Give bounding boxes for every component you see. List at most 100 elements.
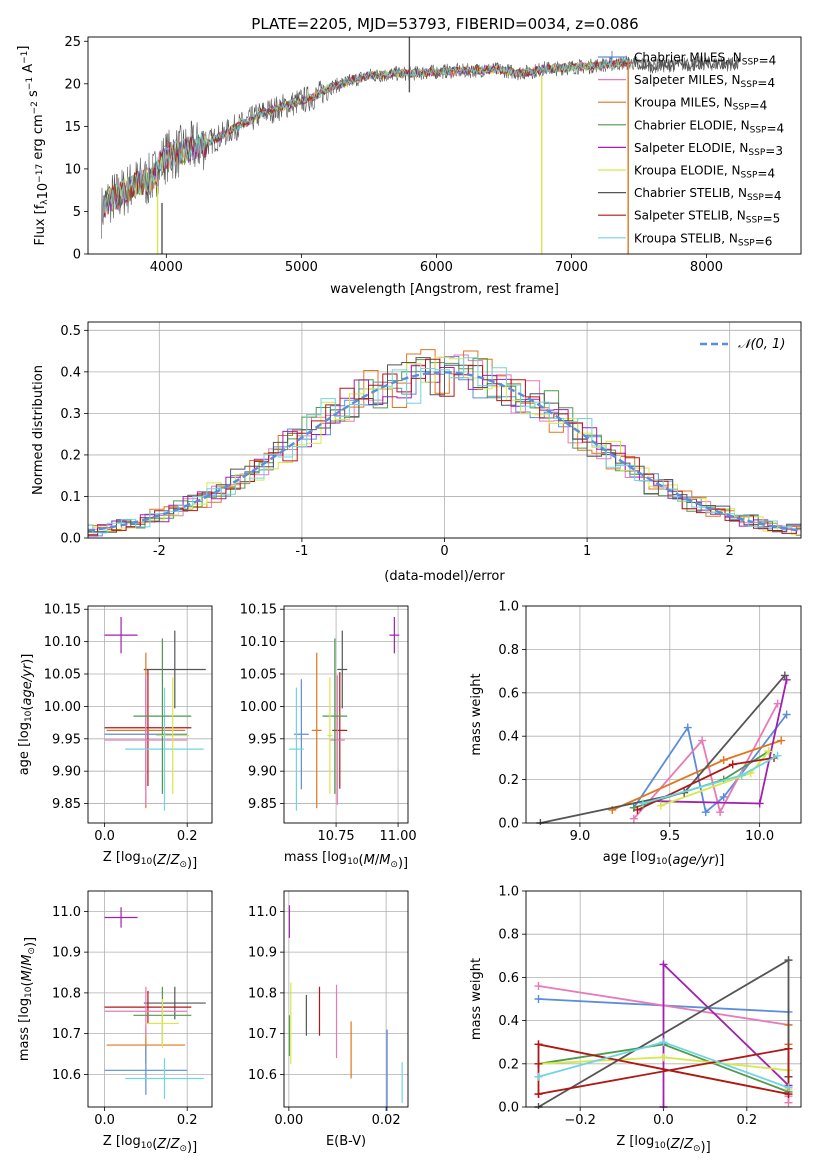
weight-marker xyxy=(656,801,665,810)
errorbar-point xyxy=(143,986,206,1020)
x-tick-label: 11.00 xyxy=(379,829,416,844)
x-tick-label: 6000 xyxy=(420,260,453,275)
label-part: / xyxy=(20,965,35,970)
weight-marker xyxy=(659,1038,668,1047)
y-tick-label: 0.2 xyxy=(498,773,519,788)
x-tick-label: 0.00 xyxy=(274,1113,303,1128)
errorbar-point xyxy=(104,907,138,928)
label-part: Z xyxy=(156,853,167,868)
label-part: λ xyxy=(40,199,50,205)
errorbar-point xyxy=(133,638,192,794)
label-part: SSP xyxy=(742,58,759,68)
label-part: =4 xyxy=(757,167,775,181)
x-tick-label: 10.0 xyxy=(745,829,774,844)
mass_vs_ebv-xlabel: E(B-V) xyxy=(326,1134,366,1149)
errorbar-point xyxy=(311,652,322,809)
label-part: A xyxy=(21,64,36,77)
label-part: Salpeter STELIB, N xyxy=(634,209,746,223)
x-tick-label: 8000 xyxy=(690,260,723,275)
errorbar-point xyxy=(389,617,400,654)
label-part: Z xyxy=(170,1137,181,1152)
y-tick-label: 9.85 xyxy=(248,797,277,812)
x-tick-label: 0.0 xyxy=(94,829,115,844)
spectrum-plot xyxy=(101,37,741,254)
weight-marker xyxy=(698,736,707,745)
label-part: Chabrier STELIB, N xyxy=(634,186,747,200)
weight_vs_Z-ylabel: mass weight xyxy=(469,958,484,1040)
weight-marker xyxy=(534,1090,543,1099)
y-tick-label: 9.85 xyxy=(52,797,81,812)
errorbar-point xyxy=(125,687,204,811)
age_vs_Z-axes: 0.0 0.2 9.85 9.90 9.95 10.00 10.05 10.10 10.15 Z … xyxy=(17,603,212,871)
mass_vs_Z-axes: 0.0 0.210.610.710.810.911.0Z [log10(Z/Z⊙)… xyxy=(17,891,212,1155)
y-tick-label: 10.05 xyxy=(240,668,277,683)
legend-entry: Salpeter ELODIE, NSSP=3 xyxy=(634,141,783,158)
y-tick-label: 0.0 xyxy=(60,532,81,547)
y-tick-label: 10.15 xyxy=(44,603,81,618)
weight-marker xyxy=(659,1053,668,1062)
label-part: ( xyxy=(666,1137,671,1152)
residuals-axes: -2 -1 0 1 2 0.0 0.1 0.2 0.3 0.4 0.5 (data-model)/er… xyxy=(31,322,801,584)
weight_vs_Z-plot xyxy=(534,956,793,1109)
weight_vs_age-frame xyxy=(525,605,802,824)
weight_vs_age-xlabel: age [log10(age/yr)] xyxy=(603,850,725,868)
weight-marker xyxy=(719,756,728,765)
weight-line-salpeter-miles xyxy=(633,703,779,820)
label-part: age [log xyxy=(17,722,32,775)
y-tick-label: 10.8 xyxy=(52,986,81,1001)
weight-marker xyxy=(784,1044,793,1053)
y-tick-label: 0.2 xyxy=(498,1057,519,1072)
y-tick-label: 0.4 xyxy=(498,730,519,745)
label-part: ( xyxy=(20,981,35,986)
x-tick-label: 0.02 xyxy=(372,1113,401,1128)
age_vs_mass-axes: 10.75 11.00 9.85 9.90 9.95 10.00 10.05 10.10 10.… xyxy=(240,603,417,871)
age_vs_Z-ylabel: age [log10(age/yr)] xyxy=(17,654,35,776)
label-part: ( xyxy=(359,853,364,868)
errorbar-point xyxy=(145,999,179,1048)
errorbar-point xyxy=(329,675,345,805)
y-tick-label: 11.0 xyxy=(52,905,81,920)
x-tick-label: 10.75 xyxy=(317,829,354,844)
label-part: −1 xyxy=(25,77,35,90)
y-tick-label: 10.7 xyxy=(248,1027,277,1042)
y-tick-label: 0.4 xyxy=(60,365,81,380)
mass_vs_Z-frame xyxy=(87,890,213,1108)
label-part: =6 xyxy=(755,234,773,248)
label-part: / xyxy=(375,853,380,868)
label-part: ⊙ xyxy=(693,1144,701,1154)
y-tick-label: 0.1 xyxy=(60,490,81,505)
label-part: =4 xyxy=(759,54,777,68)
label-part: Chabrier ELODIE, N xyxy=(634,118,750,132)
label-part: 10 xyxy=(656,857,668,867)
label-part: Chabrier MILES, N xyxy=(634,51,742,65)
weight-marker xyxy=(782,675,791,684)
x-tick-label: -2 xyxy=(153,544,166,559)
label-part: −17 xyxy=(35,164,45,183)
weight-marker xyxy=(773,751,782,760)
label-part: ( xyxy=(152,853,157,868)
y-tick-label: 25 xyxy=(64,35,81,50)
weight-marker xyxy=(728,760,737,769)
label-part: age/yr xyxy=(20,662,35,705)
y-tick-label: 10.00 xyxy=(44,700,81,715)
label-part: mass [log xyxy=(284,850,347,865)
y-tick-label: 0.8 xyxy=(498,928,519,943)
label-part: ⊙ xyxy=(179,860,187,870)
label-part: =4 xyxy=(750,99,768,113)
legend-entry: Chabrier MILES, NSSP=4 xyxy=(634,51,776,68)
x-tick-label: 0 xyxy=(440,544,448,559)
y-tick-label: 11.0 xyxy=(248,905,277,920)
label-part: Z [log xyxy=(103,1134,141,1149)
spectrum-ylabel: Flux [fλ10−17 erg cm−2 s−1 A−1] xyxy=(16,46,51,246)
label-part: Flux [f xyxy=(33,204,48,245)
errorbar-point xyxy=(322,638,348,794)
label-part: Kroupa ELODIE, N xyxy=(634,164,741,178)
label-part: M xyxy=(20,955,35,966)
label-part: Z xyxy=(170,853,181,868)
y-tick-label: 10.7 xyxy=(52,1027,81,1042)
label-part: / xyxy=(166,853,171,868)
label-part: 10 xyxy=(347,857,359,867)
y-tick-label: 15 xyxy=(64,120,81,135)
y-tick-label: 0.8 xyxy=(498,643,519,658)
label-part: 10 xyxy=(36,183,51,200)
